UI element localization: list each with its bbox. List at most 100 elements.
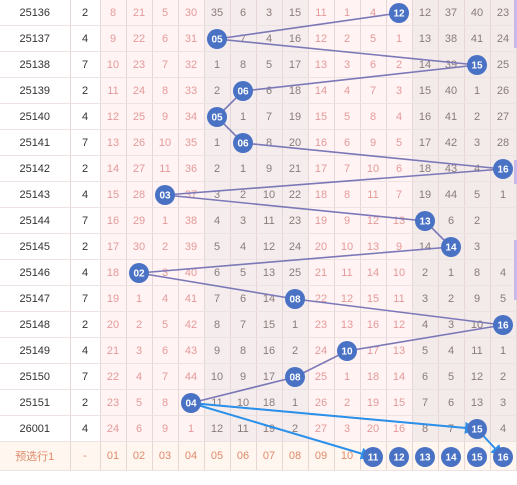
number-cell[interactable] (464, 415, 491, 442)
number-cell[interactable]: 18 (282, 77, 309, 104)
number-cell[interactable]: 30 (178, 0, 205, 26)
preselect-number[interactable]: 10 (334, 441, 361, 471)
number-cell[interactable]: 3 (334, 51, 361, 78)
number-cell[interactable] (230, 77, 257, 104)
number-cell[interactable]: 3 (386, 77, 413, 104)
number-cell[interactable]: 3 (464, 129, 491, 156)
number-cell[interactable]: 12 (256, 233, 283, 260)
number-cell[interactable]: 5 (490, 285, 517, 312)
number-cell[interactable]: 19 (412, 181, 439, 208)
number-cell[interactable]: 2 (204, 77, 231, 104)
number-cell[interactable]: 6 (412, 363, 439, 390)
number-cell[interactable]: 5 (152, 0, 179, 26)
number-cell[interactable]: 8 (256, 129, 283, 156)
number-cell[interactable] (386, 0, 413, 26)
number-cell[interactable]: 2 (152, 233, 179, 260)
number-cell[interactable]: 24 (282, 233, 309, 260)
number-cell[interactable]: 41 (464, 25, 491, 52)
preselect-number[interactable] (360, 441, 387, 471)
number-cell[interactable]: 25 (282, 259, 309, 286)
number-cell[interactable]: 43 (438, 155, 465, 182)
number-cell[interactable]: 10 (386, 259, 413, 286)
number-cell[interactable]: 3 (464, 233, 491, 260)
number-cell[interactable]: 10 (256, 181, 283, 208)
number-cell[interactable]: 11 (360, 181, 387, 208)
number-cell[interactable]: 42 (438, 129, 465, 156)
number-cell[interactable]: 3 (438, 311, 465, 338)
number-cell[interactable]: 4 (334, 77, 361, 104)
number-cell[interactable]: 1 (464, 77, 491, 104)
number-cell[interactable] (490, 233, 517, 260)
preselect-number[interactable]: 04 (178, 441, 205, 471)
preselect-number[interactable]: 06 (230, 441, 257, 471)
number-cell[interactable]: 8 (464, 259, 491, 286)
number-cell[interactable]: 5 (230, 259, 257, 286)
number-cell[interactable]: 6 (334, 129, 361, 156)
number-cell[interactable]: 16 (282, 25, 309, 52)
number-cell[interactable]: 7 (412, 389, 439, 416)
number-cell[interactable]: 10 (334, 233, 361, 260)
number-cell[interactable]: 6 (126, 415, 153, 442)
number-cell[interactable]: 1 (334, 0, 361, 26)
number-cell[interactable]: 10 (100, 51, 127, 78)
number-cell[interactable]: 4 (126, 363, 153, 390)
number-cell[interactable]: 1 (204, 51, 231, 78)
number-cell[interactable]: 1 (230, 155, 257, 182)
number-cell[interactable]: 18 (256, 389, 283, 416)
number-cell[interactable]: 20 (100, 311, 127, 338)
number-cell[interactable]: 10 (230, 389, 257, 416)
number-cell[interactable]: 23 (282, 207, 309, 234)
number-cell[interactable] (178, 389, 205, 416)
number-cell[interactable]: 37 (178, 181, 205, 208)
number-cell[interactable]: 3 (490, 389, 517, 416)
number-cell[interactable]: 42 (178, 311, 205, 338)
number-cell[interactable]: 3 (126, 337, 153, 364)
number-cell[interactable]: 18 (308, 181, 335, 208)
number-cell[interactable]: 19 (308, 207, 335, 234)
number-cell[interactable]: 27 (308, 415, 335, 442)
number-cell[interactable]: 8 (230, 51, 257, 78)
number-cell[interactable]: 2 (230, 181, 257, 208)
number-cell[interactable]: 20 (282, 129, 309, 156)
number-cell[interactable]: 9 (204, 337, 231, 364)
number-cell[interactable]: 11 (230, 415, 257, 442)
number-cell[interactable]: 4 (386, 103, 413, 130)
number-cell[interactable]: 14 (100, 155, 127, 182)
number-cell[interactable]: 7 (152, 51, 179, 78)
number-cell[interactable]: 9 (100, 25, 127, 52)
preselect-number[interactable]: 01 (100, 441, 127, 471)
number-cell[interactable]: 16 (360, 311, 387, 338)
number-cell[interactable]: 6 (152, 337, 179, 364)
number-cell[interactable]: 4 (490, 415, 517, 442)
preselect-number[interactable]: 09 (308, 441, 335, 471)
number-cell[interactable]: 9 (386, 233, 413, 260)
preselect-number[interactable]: 05 (204, 441, 231, 471)
number-cell[interactable] (126, 259, 153, 286)
number-cell[interactable]: 23 (100, 389, 127, 416)
number-cell[interactable]: 3 (256, 0, 283, 26)
number-cell[interactable]: 5 (334, 103, 361, 130)
number-cell[interactable]: 25 (126, 103, 153, 130)
number-cell[interactable]: 4 (438, 337, 465, 364)
number-cell[interactable]: 8 (360, 103, 387, 130)
number-cell[interactable]: 23 (126, 51, 153, 78)
number-cell[interactable]: 7 (334, 155, 361, 182)
number-cell[interactable]: 41 (178, 285, 205, 312)
number-cell[interactable]: 15 (256, 311, 283, 338)
preselect-number[interactable]: 07 (256, 441, 283, 471)
number-cell[interactable]: 2 (126, 311, 153, 338)
number-cell[interactable]: 18 (412, 155, 439, 182)
number-cell[interactable]: 14 (308, 77, 335, 104)
number-cell[interactable]: 35 (204, 0, 231, 26)
number-cell[interactable]: 13 (386, 207, 413, 234)
number-cell[interactable]: 18 (360, 363, 387, 390)
number-cell[interactable]: 22 (282, 181, 309, 208)
number-cell[interactable]: 16 (412, 103, 439, 130)
preselect-number[interactable] (438, 441, 465, 471)
number-cell[interactable]: 6 (256, 77, 283, 104)
number-cell[interactable]: 20 (308, 233, 335, 260)
number-cell[interactable]: 11 (308, 0, 335, 26)
number-cell[interactable]: 2 (386, 51, 413, 78)
number-cell[interactable]: 11 (386, 285, 413, 312)
number-cell[interactable]: 38 (178, 207, 205, 234)
